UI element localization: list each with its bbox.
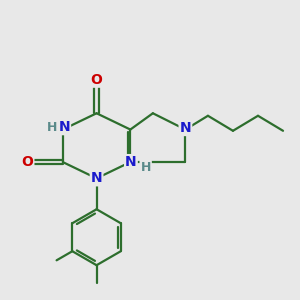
Text: N: N	[91, 171, 102, 185]
Text: N: N	[58, 120, 70, 134]
Text: N: N	[125, 155, 137, 169]
Text: H: H	[47, 121, 58, 134]
Text: O: O	[22, 155, 33, 169]
Text: N: N	[180, 121, 191, 135]
Text: H: H	[140, 161, 151, 174]
Text: O: O	[91, 73, 103, 87]
